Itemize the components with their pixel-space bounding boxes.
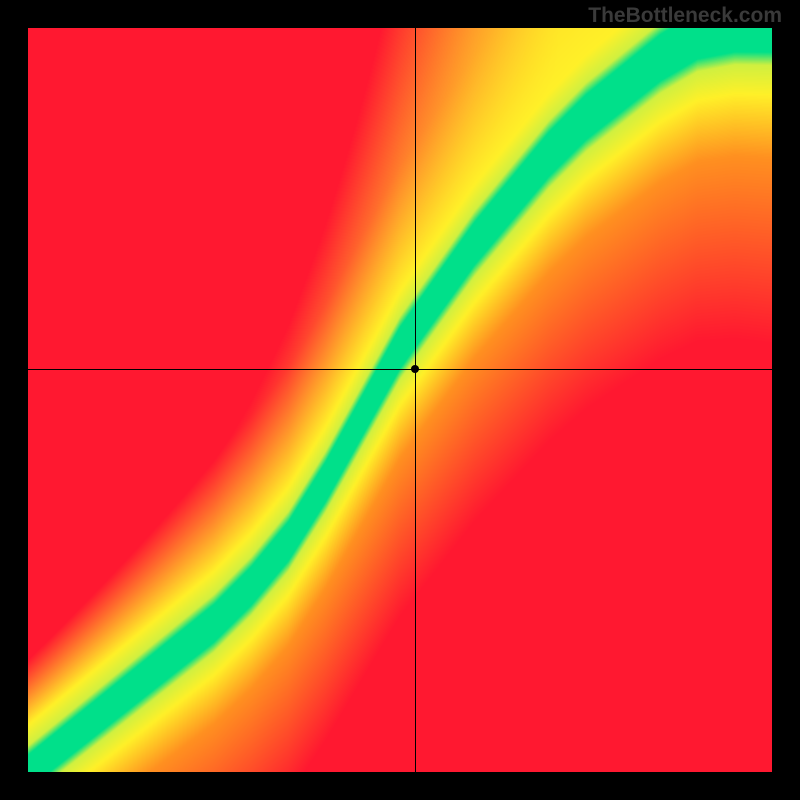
crosshair-horizontal	[28, 369, 772, 370]
crosshair-marker-dot	[411, 365, 419, 373]
watermark-text: TheBottleneck.com	[588, 4, 782, 28]
crosshair-vertical	[415, 28, 416, 772]
heatmap-canvas	[28, 28, 772, 772]
heatmap-plot-area	[28, 28, 772, 772]
